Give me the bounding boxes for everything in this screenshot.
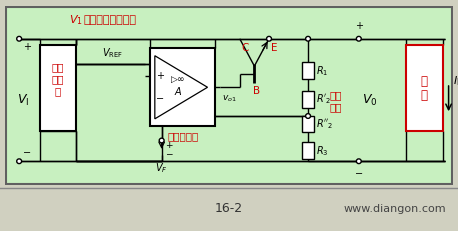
Circle shape — [17, 159, 22, 164]
Text: −: − — [23, 148, 31, 158]
Circle shape — [159, 138, 164, 143]
Bar — [302, 142, 314, 159]
Text: −: − — [156, 94, 164, 103]
Text: $v_{o1}$: $v_{o1}$ — [222, 94, 237, 104]
Text: 16-2: 16-2 — [215, 202, 243, 215]
Circle shape — [305, 114, 311, 118]
Text: 载: 载 — [421, 89, 428, 102]
Text: 基准: 基准 — [51, 62, 64, 72]
Text: $R_3$: $R_3$ — [316, 144, 328, 158]
Text: −: − — [164, 149, 172, 158]
Text: 误差放大器: 误差放大器 — [167, 131, 198, 141]
Circle shape — [356, 159, 361, 164]
Text: $V_F$: $V_F$ — [155, 161, 168, 175]
Bar — [302, 116, 314, 132]
Text: $R_1$: $R_1$ — [316, 64, 328, 78]
Text: E: E — [271, 43, 277, 53]
Text: 电压: 电压 — [51, 74, 64, 84]
Circle shape — [17, 36, 22, 41]
Text: C: C — [241, 43, 248, 53]
Text: 电路: 电路 — [329, 103, 342, 112]
Text: 负: 负 — [421, 75, 428, 88]
Bar — [40, 45, 76, 131]
Text: +: + — [164, 141, 172, 150]
Text: 不稳定的直流电压: 不稳定的直流电压 — [83, 15, 136, 25]
Text: A: A — [174, 87, 181, 97]
Text: +: + — [23, 42, 31, 52]
Circle shape — [356, 36, 361, 41]
Text: www.diangon.com: www.diangon.com — [344, 204, 446, 214]
Text: 取样: 取样 — [329, 90, 342, 100]
Bar — [302, 91, 314, 108]
Text: $V_1$: $V_1$ — [69, 13, 83, 27]
Text: $\triangleright\infty$: $\triangleright\infty$ — [169, 75, 185, 85]
Text: $V_{\rm REF}$: $V_{\rm REF}$ — [102, 47, 123, 61]
Bar — [302, 62, 314, 79]
Text: +: + — [355, 21, 363, 31]
Bar — [150, 48, 215, 126]
Text: $I_{\rm L}$: $I_{\rm L}$ — [453, 74, 458, 88]
Circle shape — [305, 36, 311, 41]
Text: $V_0$: $V_0$ — [362, 92, 377, 108]
Text: $R'_2$: $R'_2$ — [316, 92, 331, 106]
Text: $R''_2$: $R''_2$ — [316, 117, 333, 131]
Circle shape — [267, 36, 272, 41]
Text: $V_{\rm I}$: $V_{\rm I}$ — [17, 92, 29, 108]
Text: B: B — [253, 85, 260, 96]
Text: −: − — [355, 169, 363, 179]
Text: 源: 源 — [55, 87, 61, 97]
Text: +: + — [156, 71, 164, 81]
Bar — [406, 45, 443, 131]
